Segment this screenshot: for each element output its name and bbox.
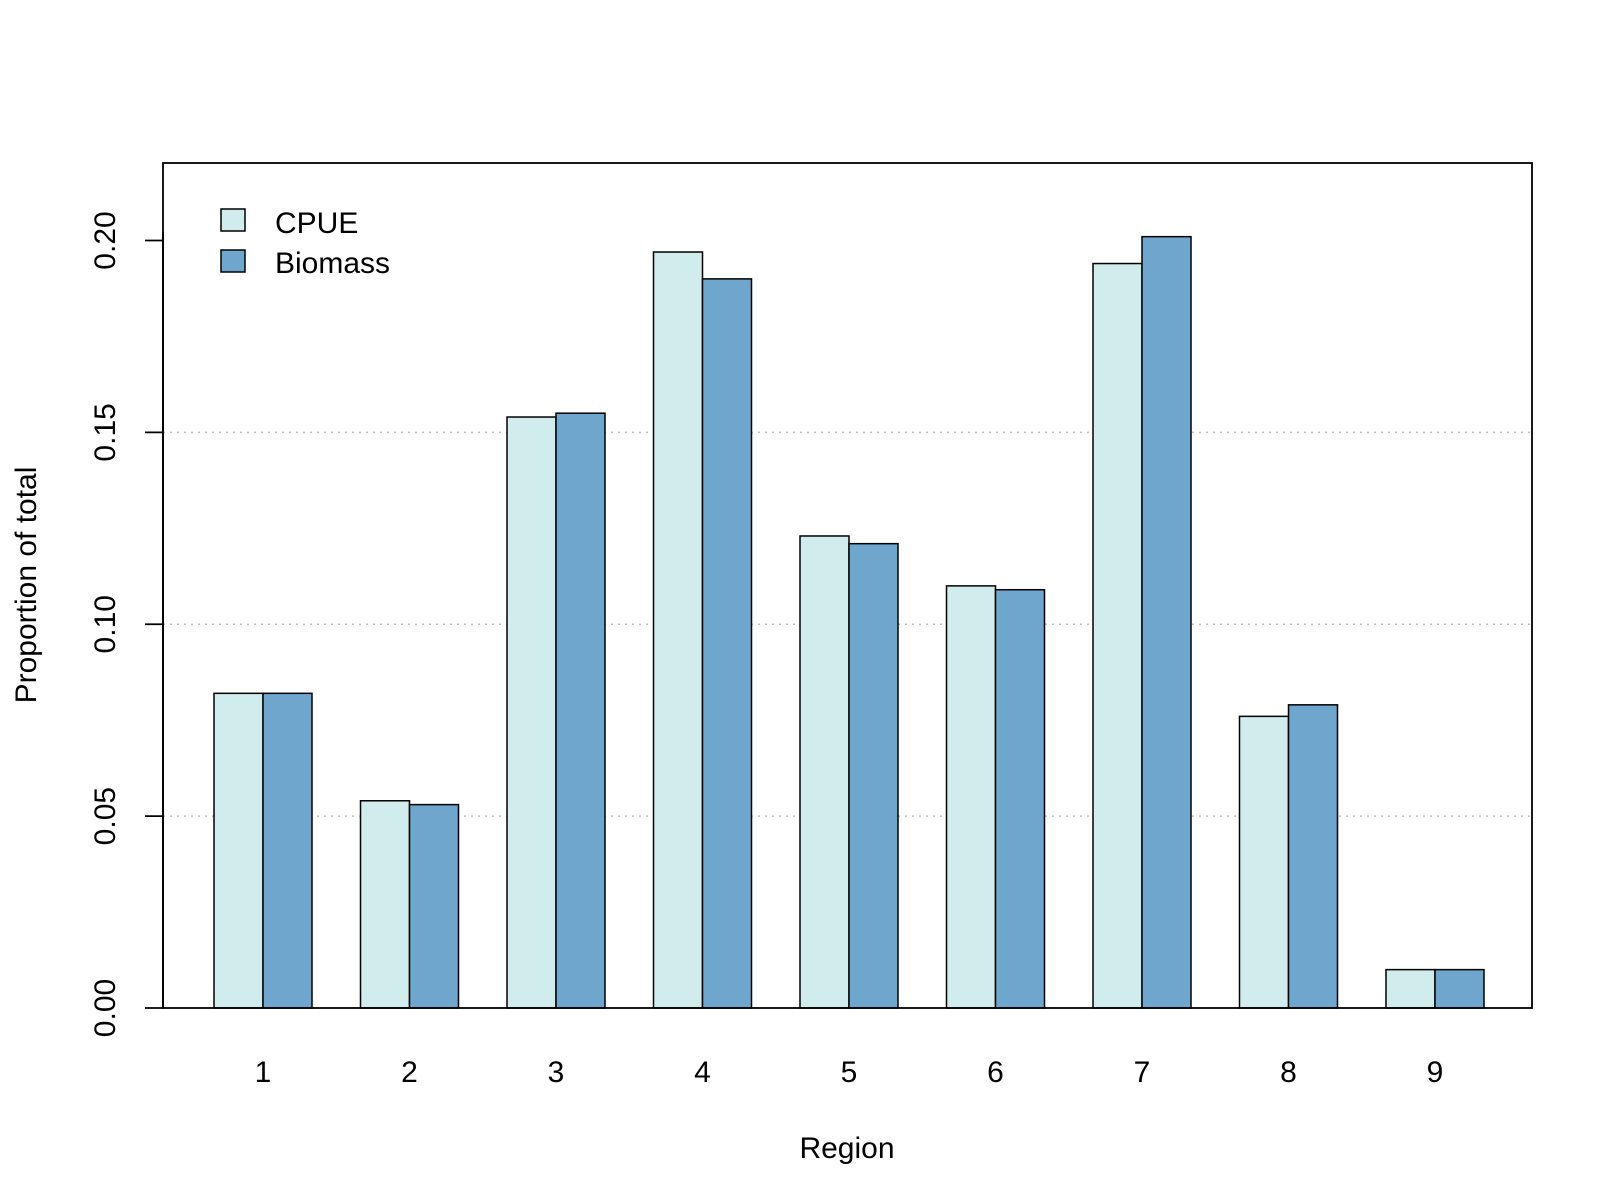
bar-biomass-region-6	[994, 588, 1046, 1009]
bar-biomass-region-7	[1141, 235, 1192, 1009]
bar-cpue-region-3	[506, 416, 557, 1009]
bar-cpue-region-4	[652, 251, 704, 1009]
y-tick-label: 0.00	[89, 979, 122, 1037]
bar-biomass-region-8	[1287, 704, 1339, 1009]
x-tick-label: 8	[1280, 1056, 1297, 1089]
x-tick-label: 1	[255, 1056, 272, 1089]
y-axis-title: Proportion of total	[10, 467, 43, 704]
bar-biomass-region-3	[555, 412, 606, 1009]
legend-label-cpue: CPUE	[275, 207, 358, 240]
bar-biomass-region-9	[1434, 968, 1485, 1009]
x-tick-label: 6	[987, 1056, 1004, 1089]
x-axis-title: Region	[799, 1132, 894, 1165]
bar-cpue-region-6	[945, 585, 997, 1009]
bar-biomass-region-4	[701, 278, 753, 1009]
x-tick-label: 9	[1427, 1056, 1444, 1089]
bar-biomass-region-2	[408, 803, 460, 1009]
y-axis: 0.00 0.05 0.10 0.15 0.20	[89, 211, 164, 1037]
x-tick-label: 2	[401, 1056, 418, 1089]
bar-cpue-region-5	[799, 535, 850, 1009]
x-tick-label: 5	[841, 1056, 858, 1089]
legend-swatch-cpue	[220, 208, 246, 232]
legend-label-biomass: Biomass	[275, 247, 390, 280]
x-tick-label: 7	[1134, 1056, 1151, 1089]
y-tick-label: 0.10	[89, 595, 122, 653]
x-tick-label: 3	[548, 1056, 565, 1089]
bar-cpue-region-9	[1385, 968, 1436, 1009]
y-tick-label: 0.05	[89, 787, 122, 845]
x-axis: 1 2 3 4 5 6 7 8 9	[255, 1056, 1444, 1089]
bars-layer	[213, 235, 1485, 1009]
legend-swatch-biomass	[220, 249, 246, 273]
bar-cpue-region-8	[1238, 715, 1290, 1009]
bar-cpue-region-2	[359, 800, 411, 1009]
y-tick-label: 0.20	[89, 211, 122, 269]
legend: CPUE Biomass	[220, 207, 390, 280]
x-tick-label: 4	[694, 1056, 711, 1089]
bar-cpue-region-7	[1092, 262, 1143, 1009]
bar-cpue-region-1	[213, 692, 264, 1009]
bar-biomass-region-5	[848, 542, 899, 1009]
y-tick-label: 0.15	[89, 403, 122, 461]
bar-biomass-region-1	[262, 692, 313, 1009]
